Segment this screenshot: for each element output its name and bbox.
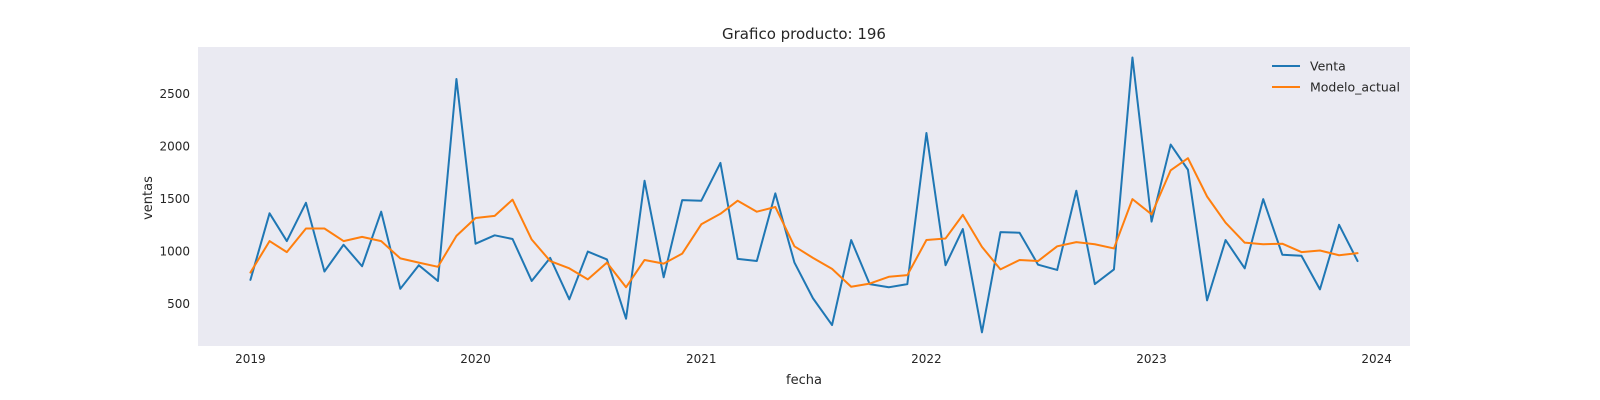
y-tick-label: 1000 bbox=[159, 245, 190, 259]
series-line-venta bbox=[249, 56, 1359, 334]
series-line-modelo-actual bbox=[249, 157, 1359, 289]
x-tick-label: 2021 bbox=[686, 352, 717, 366]
legend-label: Modelo_actual bbox=[1310, 80, 1400, 95]
y-tick-label: 1500 bbox=[159, 192, 190, 206]
x-axis-label: fecha bbox=[786, 373, 822, 388]
x-tick-label: 2020 bbox=[460, 352, 491, 366]
x-tick-label: 2019 bbox=[235, 352, 266, 366]
x-tick-label: 2024 bbox=[1361, 352, 1392, 366]
y-tick-label: 500 bbox=[167, 297, 190, 311]
x-tick-label: 2023 bbox=[1136, 352, 1167, 366]
y-tick-label: 2000 bbox=[159, 140, 190, 154]
plot-area bbox=[198, 47, 1410, 346]
chart-title: Grafico producto: 196 bbox=[722, 25, 886, 43]
y-axis: 500 1000 1500 2000 2500 bbox=[159, 87, 190, 311]
y-tick-label: 2500 bbox=[159, 87, 190, 101]
series-layer bbox=[249, 56, 1359, 334]
x-tick-label: 2022 bbox=[911, 352, 942, 366]
legend: Venta Modelo_actual bbox=[1272, 59, 1400, 95]
x-axis: 2019 2020 2021 2022 2023 2024 bbox=[235, 352, 1392, 366]
legend-label: Venta bbox=[1310, 59, 1346, 74]
y-axis-label: ventas bbox=[141, 176, 156, 220]
